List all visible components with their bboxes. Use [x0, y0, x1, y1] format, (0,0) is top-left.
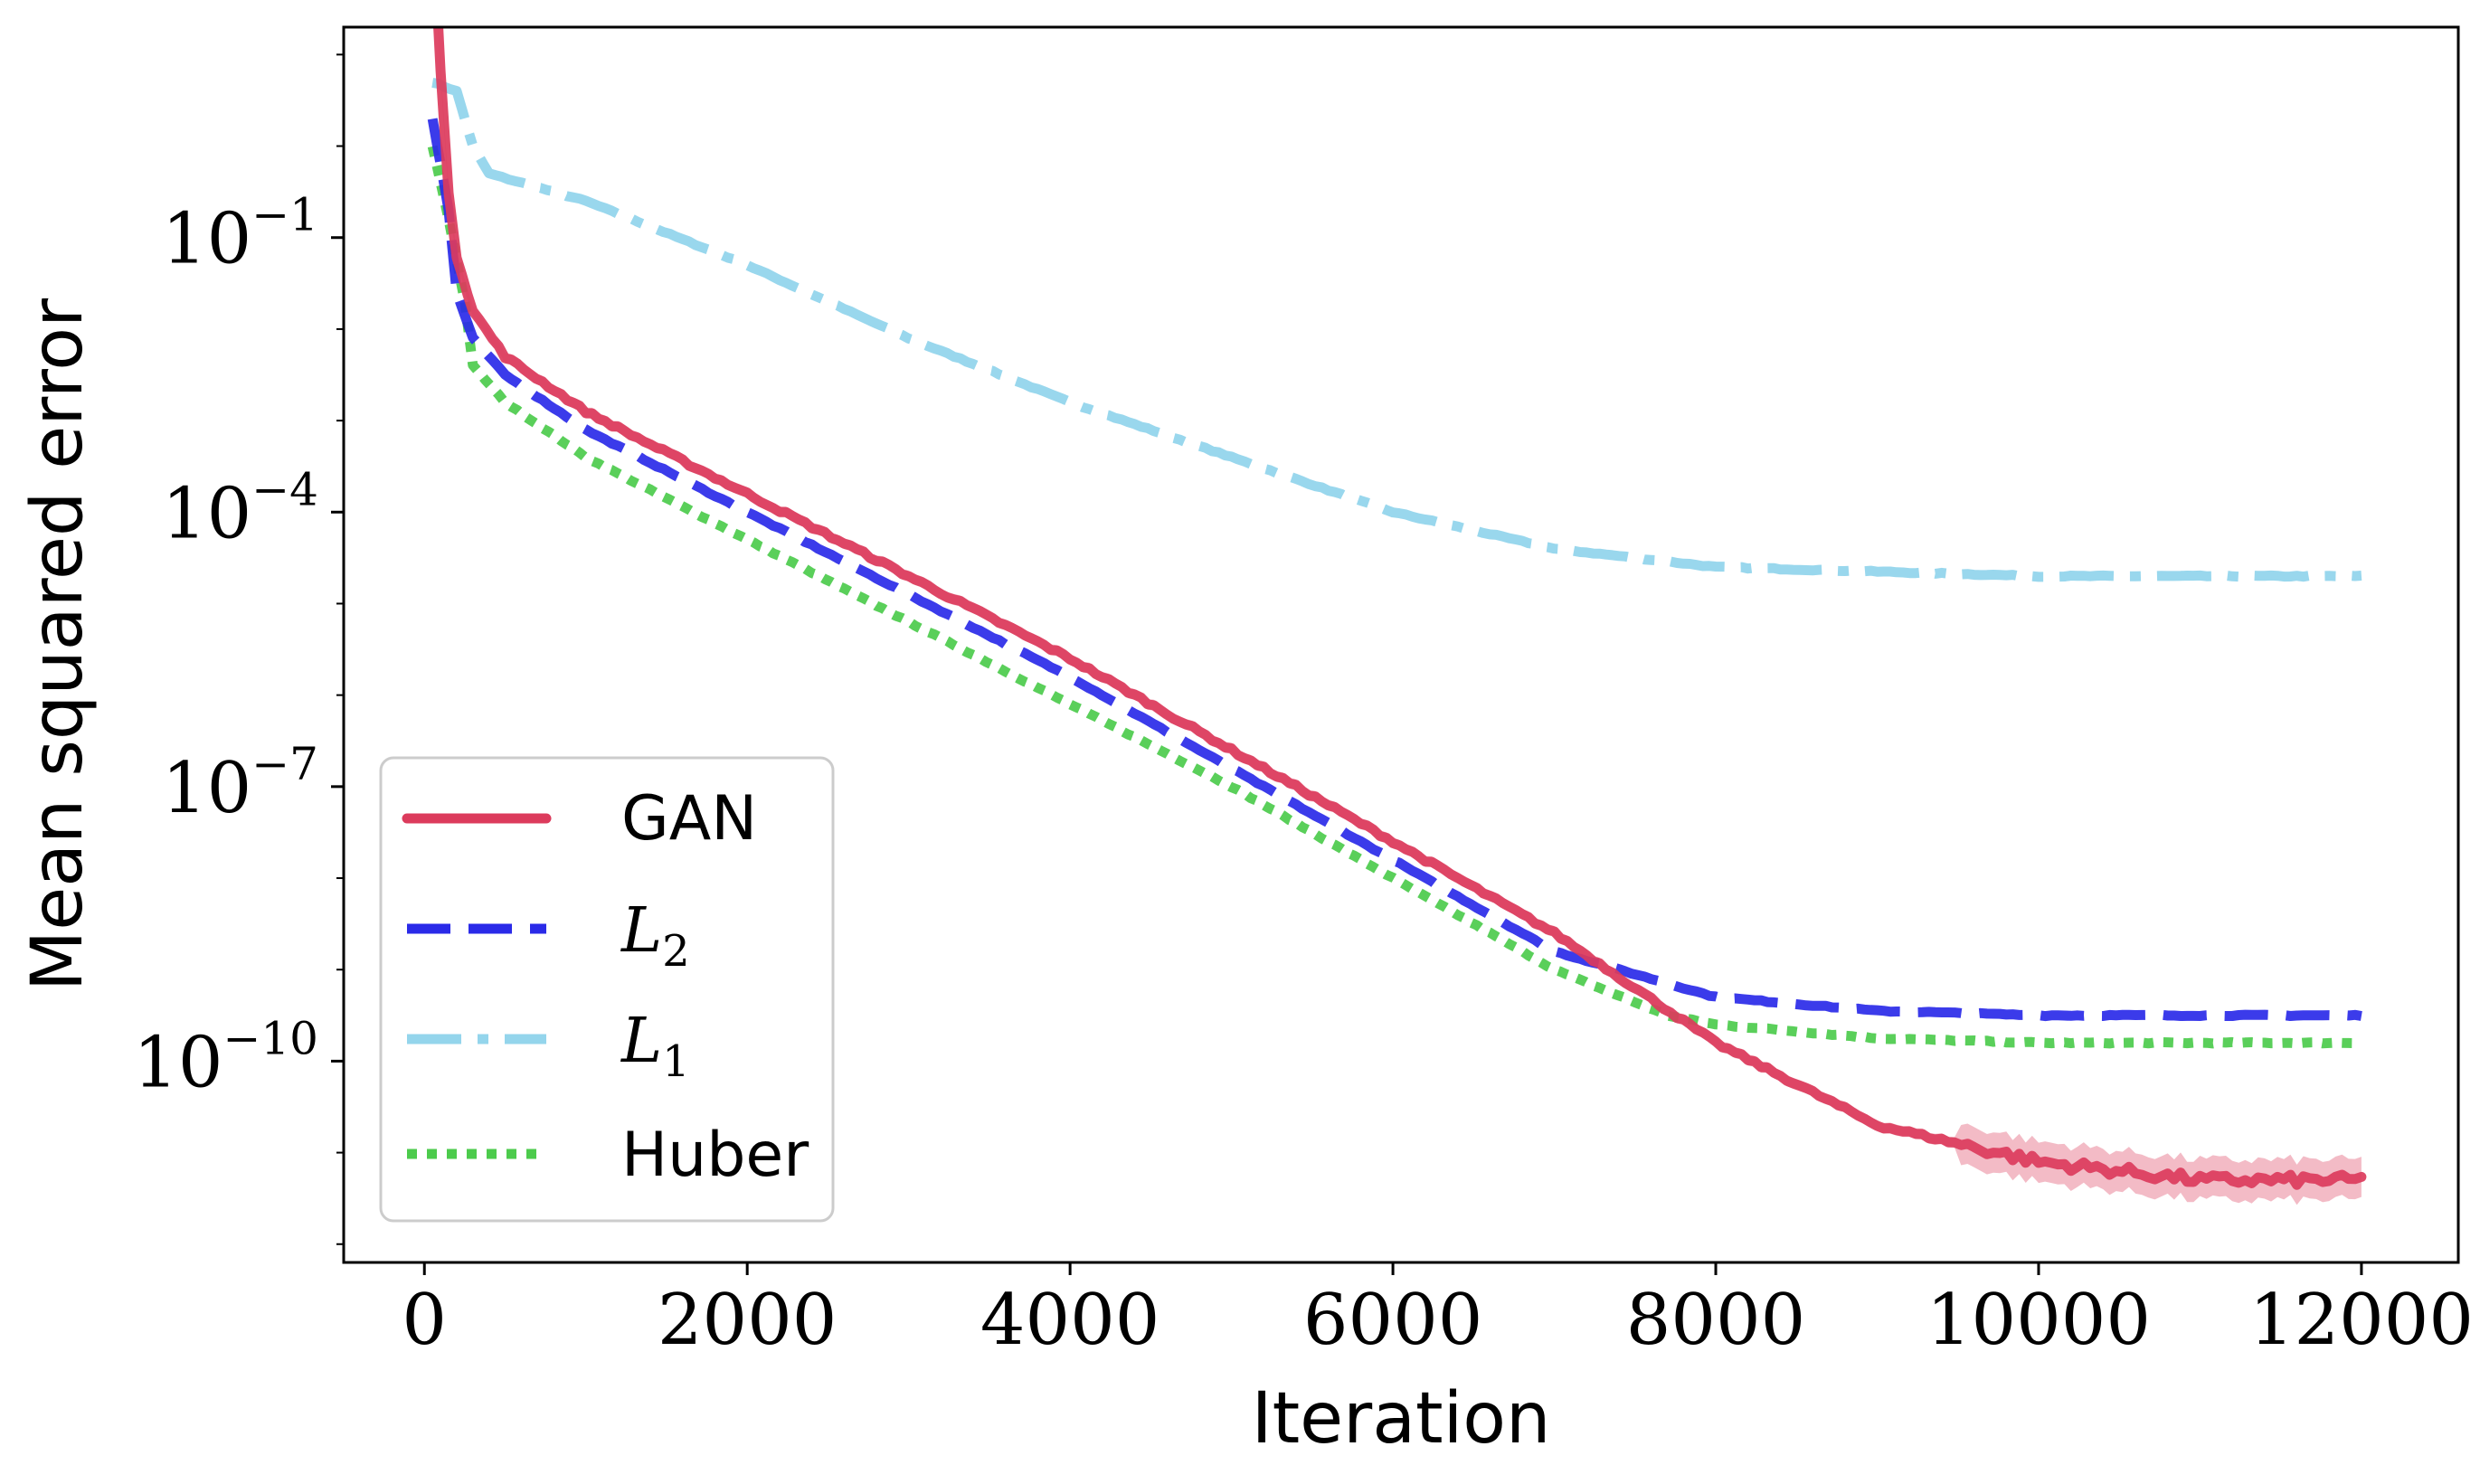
y-tick-label-base: 10 — [162, 473, 251, 554]
x-tick-label: 12000 — [2249, 1280, 2474, 1361]
y-tick-label-exponent: −7 — [251, 738, 318, 790]
legend-label-l2-subscript: 2 — [662, 926, 690, 977]
legend-label-l1-main: L — [620, 1006, 662, 1077]
x-axis-title: Iteration — [1252, 1378, 1551, 1460]
y-tick-label-base: 10 — [162, 748, 251, 829]
x-tick-label: 6000 — [1303, 1280, 1483, 1361]
x-tick-label: 10000 — [1926, 1280, 2151, 1361]
x-tick-label: 4000 — [980, 1280, 1160, 1361]
y-tick-label: 10−10 — [133, 1012, 318, 1103]
legend-label-l2: L2 — [620, 895, 690, 977]
x-axis: 0 2000 4000 6000 8000 10000 12000 — [402, 1262, 2474, 1361]
legend: GAN L2 L1 Huber — [379, 756, 835, 1223]
y-tick-label-base: 10 — [133, 1022, 222, 1103]
legend-box — [379, 756, 835, 1223]
y-tick-label-exponent: −1 — [251, 189, 318, 241]
y-tick-label: 10−7 — [162, 738, 318, 829]
y-tick-label-base: 10 — [162, 199, 251, 280]
x-tick-label: 8000 — [1626, 1280, 1806, 1361]
series-lines — [427, 27, 2367, 1190]
y-axis: 10−110−410−710−10 — [133, 53, 344, 1245]
x-tick-label: 2000 — [658, 1280, 838, 1361]
y-axis-title: Mean squared error — [17, 298, 99, 991]
legend-label-l1-subscript: 1 — [662, 1036, 690, 1087]
y-tick-label: 10−1 — [162, 189, 318, 280]
legend-label-gan: GAN — [621, 783, 757, 855]
plot-frame — [342, 25, 2460, 1264]
y-tick-label: 10−4 — [162, 463, 318, 554]
x-tick-label: 0 — [402, 1280, 447, 1361]
series-line-l1 — [431, 78, 2362, 582]
legend-label-l1: L1 — [620, 1006, 690, 1087]
series-line-gan — [433, 27, 2367, 1190]
y-tick-label-exponent: −4 — [251, 463, 318, 515]
y-tick-label-exponent: −10 — [222, 1012, 318, 1064]
legend-label-l2-main: L — [620, 895, 662, 967]
legend-label-huber: Huber — [621, 1120, 809, 1191]
